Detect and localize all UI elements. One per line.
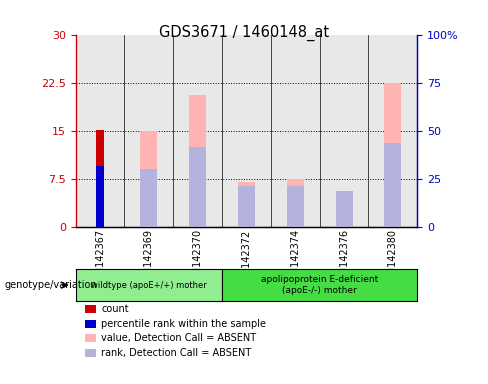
Text: percentile rank within the sample: percentile rank within the sample	[101, 319, 266, 329]
Bar	[189, 147, 206, 227]
Text: genotype/variation: genotype/variation	[5, 280, 98, 290]
Bar	[141, 131, 158, 227]
Bar	[287, 179, 304, 227]
Bar	[238, 186, 255, 227]
Bar	[189, 95, 206, 227]
Bar	[238, 182, 255, 227]
Text: wildtype (apoE+/+) mother: wildtype (apoE+/+) mother	[91, 281, 207, 290]
Bar	[85, 305, 96, 313]
Bar	[385, 83, 402, 227]
Text: rank, Detection Call = ABSENT: rank, Detection Call = ABSENT	[101, 348, 251, 358]
Bar	[85, 334, 96, 342]
Bar	[85, 320, 96, 328]
Bar	[385, 143, 402, 227]
Text: apolipoprotein E-deficient
(apoE-/-) mother: apolipoprotein E-deficient (apoE-/-) mot…	[261, 275, 378, 295]
Text: GDS3671 / 1460148_at: GDS3671 / 1460148_at	[159, 25, 329, 41]
Bar	[141, 169, 158, 227]
Text: value, Detection Call = ABSENT: value, Detection Call = ABSENT	[101, 333, 256, 343]
Bar	[287, 186, 304, 227]
Bar	[336, 191, 353, 227]
Bar	[85, 349, 96, 357]
Bar	[96, 166, 104, 227]
Text: count: count	[101, 304, 129, 314]
Bar	[96, 130, 104, 227]
